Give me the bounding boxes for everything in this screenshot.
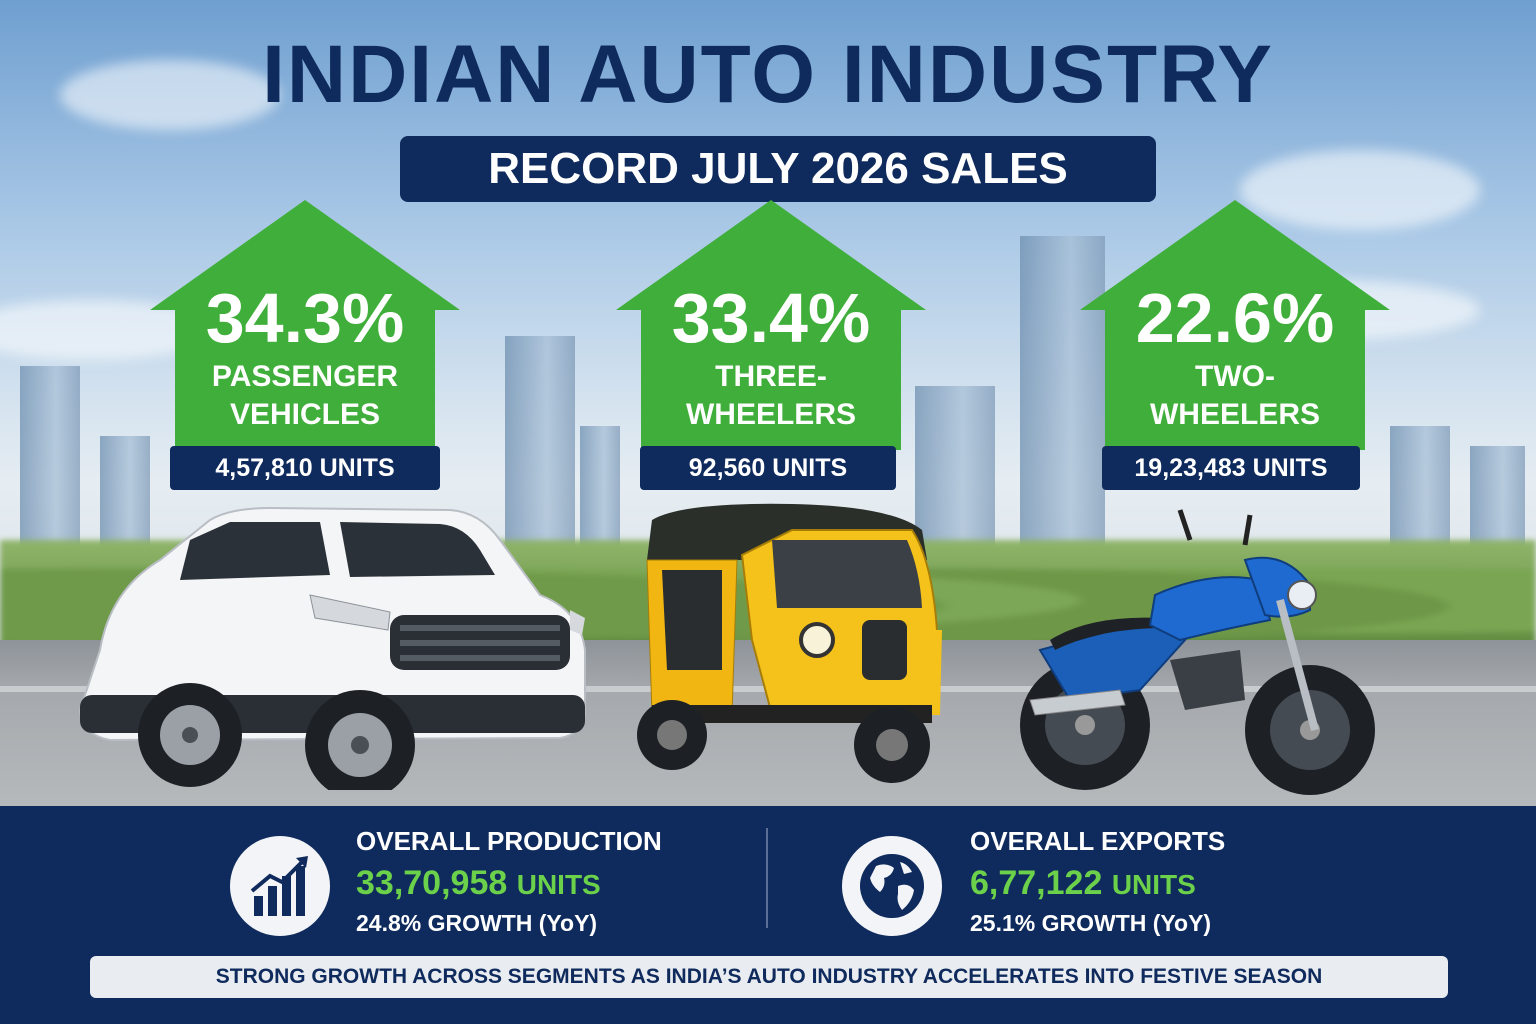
arrow-up-icon (150, 200, 460, 310)
units-badge-two-wheelers: 19,23,483 UNITS (1102, 446, 1360, 490)
globe-icon (842, 836, 942, 936)
growth-arrow-two-wheelers: 22.6% TWO- WHEELERS (1080, 200, 1390, 450)
exports-value: 6,77,122 UNITS (970, 864, 1196, 902)
growth-percent: 33.4% (671, 279, 871, 357)
footer-banner: STRONG GROWTH ACROSS SEGMENTS AS INDIA’S… (90, 956, 1448, 998)
production-title: OVERALL PRODUCTION (356, 826, 662, 856)
units-badge-three-wheelers: 92,560 UNITS (640, 446, 896, 490)
growth-percent: 22.6% (1135, 279, 1335, 357)
panel-divider (766, 828, 768, 928)
arrow-up-icon (1080, 200, 1390, 310)
segment-label: TWO- WHEELERS (1149, 360, 1320, 431)
growth-arrow-passenger: 34.3% PASSENGER VEHICLES (150, 200, 460, 450)
page-subtitle: RECORD JULY 2026 SALES (400, 136, 1156, 202)
auto-rickshaw-image (637, 503, 942, 783)
growth-percent: 34.3% (205, 279, 405, 357)
exports-title: OVERALL EXPORTS (970, 826, 1226, 856)
growth-chart-icon (230, 836, 330, 936)
segment-label: PASSENGER VEHICLES (211, 360, 399, 431)
exports-growth: 25.1% GROWTH (YoY) (970, 910, 1212, 936)
growth-arrow-three-wheelers: 33.4% THREE- WHEELERS (616, 200, 926, 450)
units-badge-passenger: 4,57,810 UNITS (170, 446, 440, 490)
arrow-up-icon (616, 200, 926, 310)
page-title: INDIAN AUTO INDUSTRY (262, 29, 1274, 120)
production-value: 33,70,958 UNITS (356, 864, 601, 902)
motorcycle-image (1020, 509, 1375, 795)
segment-label: THREE- WHEELERS (685, 360, 856, 431)
suv-car-image (78, 506, 586, 790)
production-growth: 24.8% GROWTH (YoY) (356, 910, 598, 936)
